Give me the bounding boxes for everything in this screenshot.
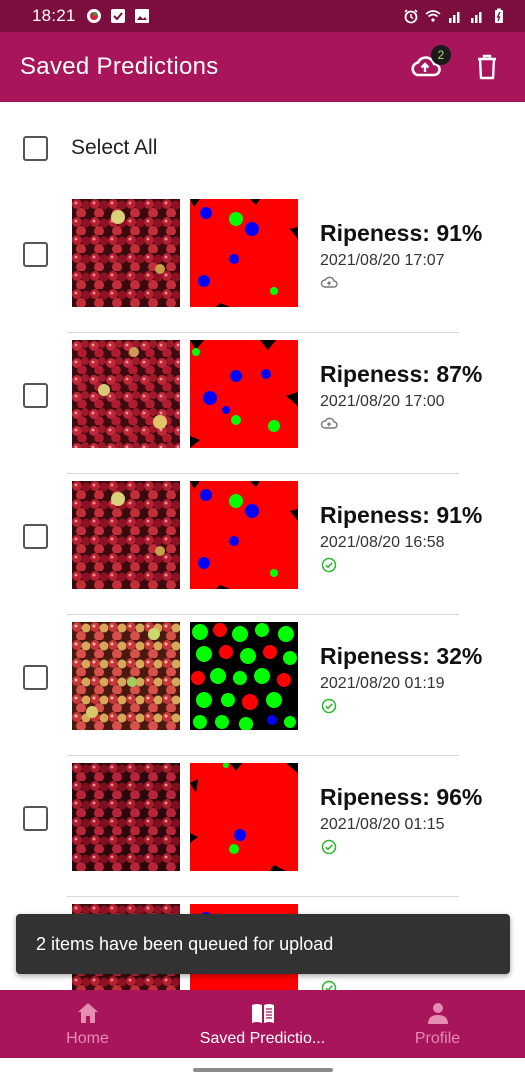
- ripeness-value: Ripeness: 87%: [320, 361, 483, 387]
- row-checkbox[interactable]: [23, 524, 48, 549]
- prediction-row[interactable]: Ripeness: 96% 2021/08/20 01:15: [0, 756, 525, 897]
- coffee-cherries-photo: [72, 481, 180, 589]
- app-bar: Saved Predictions 2: [0, 32, 525, 102]
- coffee-cherries-photo: [72, 340, 180, 448]
- coffee-cherries-photo: [72, 622, 180, 730]
- gesture-handle[interactable]: [193, 1068, 333, 1072]
- uploaded-check-icon: [321, 839, 337, 855]
- prediction-row[interactable]: Ripeness: 87% 2021/08/20 17:00: [0, 333, 525, 474]
- row-divider: [67, 895, 459, 897]
- row-divider: [67, 472, 459, 474]
- ripeness-mask-image: [190, 763, 298, 871]
- cloud-upload-pending-icon: [320, 276, 338, 288]
- ripeness-value: Ripeness: 91%: [320, 220, 483, 246]
- upload-count-badge: 2: [431, 45, 451, 65]
- row-checkbox[interactable]: [23, 665, 48, 690]
- select-all-row[interactable]: Select All: [0, 118, 525, 178]
- nav-profile[interactable]: Profile: [350, 990, 525, 1058]
- predictions-list: Ripeness: 91% 2021/08/20 17:07 Ripeness:…: [0, 192, 525, 1038]
- alarm-icon: [404, 9, 418, 24]
- prediction-row[interactable]: Ripeness: 32% 2021/08/20 01:19: [0, 615, 525, 756]
- checkbox-notification-icon: [110, 9, 125, 23]
- prediction-row[interactable]: Ripeness: 91% 2021/08/20 17:07: [0, 192, 525, 333]
- nav-profile-label: Profile: [414, 1030, 461, 1047]
- battery-icon: [495, 8, 503, 23]
- cloud-upload-icon: [411, 56, 441, 77]
- uploaded-check-icon: [321, 698, 337, 714]
- page-title: Saved Predictions: [20, 53, 219, 80]
- nav-saved-predictions[interactable]: Saved Predictio...: [175, 990, 350, 1058]
- row-checkbox[interactable]: [23, 383, 48, 408]
- cloud-upload-pending-icon: [320, 417, 338, 429]
- prediction-row[interactable]: Ripeness: 91% 2021/08/20 16:58: [0, 474, 525, 615]
- status-time: 18:21: [32, 6, 76, 25]
- prediction-timestamp: 2021/08/20 01:19: [320, 675, 445, 692]
- trash-icon: [478, 54, 496, 80]
- prediction-timestamp: 2021/08/20 01:15: [320, 816, 445, 833]
- row-checkbox[interactable]: [23, 806, 48, 831]
- person-icon: [427, 1003, 448, 1024]
- status-bar: 18:21: [0, 0, 525, 32]
- prediction-timestamp: 2021/08/20 17:07: [320, 252, 445, 269]
- select-all-label: Select All: [71, 136, 158, 159]
- nav-home[interactable]: Home: [0, 990, 175, 1058]
- gesture-area: [0, 1058, 525, 1080]
- coffee-cherries-photo: [72, 199, 180, 307]
- ripeness-mask-image: [190, 340, 298, 448]
- ripeness-value: Ripeness: 96%: [320, 784, 483, 810]
- image-notification-icon: [134, 9, 149, 23]
- upload-button[interactable]: 2: [407, 45, 451, 85]
- snackbar-message: 2 items have been queued for upload: [36, 933, 334, 954]
- ripeness-mask-image: [190, 622, 298, 730]
- select-all-checkbox[interactable]: [23, 135, 48, 161]
- row-divider: [67, 754, 459, 756]
- nav-saved-label: Saved Predictio...: [199, 1030, 326, 1047]
- wifi-icon: [425, 10, 441, 22]
- book-icon: [251, 1004, 274, 1023]
- bottom-navigation: Home Saved Predictio... Profile: [0, 990, 525, 1058]
- snackbar: 2 items have been queued for upload: [16, 914, 510, 974]
- coffee-cherries-photo: [72, 763, 180, 871]
- home-icon: [77, 1003, 98, 1023]
- row-checkbox[interactable]: [23, 242, 48, 267]
- ripeness-value: Ripeness: 32%: [320, 643, 483, 669]
- row-divider: [67, 331, 459, 333]
- app-notification-icon: [86, 9, 101, 23]
- prediction-timestamp: 2021/08/20 16:58: [320, 534, 445, 551]
- signal-2-icon: [471, 12, 482, 23]
- ripeness-mask-image: [190, 481, 298, 589]
- ripeness-mask-image: [190, 199, 298, 307]
- signal-icon: [449, 12, 460, 23]
- prediction-timestamp: 2021/08/20 17:00: [320, 393, 445, 410]
- nav-home-label: Home: [66, 1030, 109, 1047]
- ripeness-value: Ripeness: 91%: [320, 502, 483, 528]
- delete-button[interactable]: [469, 49, 505, 85]
- uploaded-check-icon: [321, 557, 337, 573]
- row-divider: [67, 613, 459, 615]
